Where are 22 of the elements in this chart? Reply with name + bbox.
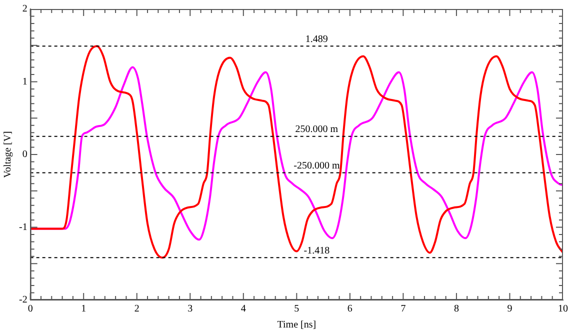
x-tick-label: 8 (454, 304, 459, 315)
ref-line-label: 250.000 m (295, 124, 338, 135)
y-tick-label: 2 (22, 4, 28, 15)
x-tick-label: 6 (347, 304, 352, 315)
ref-line-label: -250.000 m (294, 160, 340, 172)
ref-line-label: -1.418 (304, 245, 330, 256)
x-tick-label: 7 (400, 304, 406, 315)
ref-line-label: 1.489 (305, 34, 328, 45)
x-tick-label: 5 (294, 304, 300, 315)
y-tick-label: 0 (22, 149, 28, 160)
x-tick-label: 9 (507, 304, 512, 315)
x-tick-label: 1 (81, 304, 86, 315)
y-axis-title: Voltage [V] (2, 131, 14, 178)
y-tick-label: -1 (18, 222, 28, 233)
y-tick-label: 1 (22, 76, 28, 88)
x-tick-label: 2 (134, 304, 140, 315)
y-tick-label: -2 (18, 294, 28, 306)
x-axis-title: Time [ns] (277, 320, 316, 331)
x-tick-label: 4 (240, 304, 246, 315)
line-series (30, 45, 563, 259)
x-tick-label: 3 (188, 304, 193, 315)
x-tick-label: 10 (558, 304, 568, 315)
